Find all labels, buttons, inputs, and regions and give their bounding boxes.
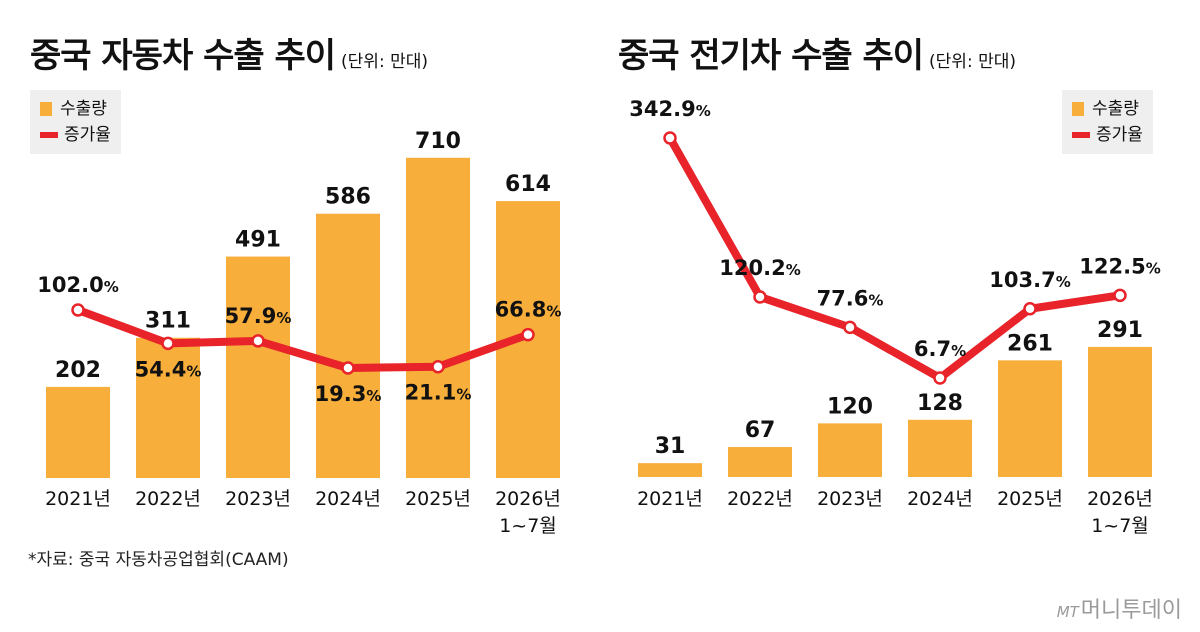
growth-label: 102.0% — [37, 273, 118, 297]
x-tick-label: 2023년 — [817, 488, 883, 510]
growth-label: 66.8% — [495, 298, 562, 322]
growth-label: 120.2% — [719, 256, 800, 280]
legend-line-label: 증가율 — [1096, 125, 1143, 145]
growth-label: 6.7% — [914, 337, 966, 361]
legend-bar-swatch — [1072, 102, 1084, 116]
bar — [406, 157, 470, 479]
line-point — [1023, 302, 1037, 316]
logo-name: 머니투데이 — [1080, 598, 1182, 623]
legend-line-label: 증가율 — [64, 125, 111, 145]
x-tick-label: 2021년 — [637, 488, 703, 510]
line-point — [341, 361, 355, 375]
legend-right: 수출량 증가율 — [1062, 90, 1153, 154]
line-point — [1113, 288, 1127, 303]
legend-line-swatch — [1072, 132, 1090, 138]
bar-value-label: 491 — [235, 228, 281, 253]
x-tick-label: 2022년 — [727, 488, 793, 510]
bar-value-label: 120 — [827, 394, 873, 419]
legend-bar-label: 수출량 — [1092, 99, 1139, 119]
growth-label: 21.1% — [405, 381, 472, 405]
bar-value-label: 128 — [917, 391, 963, 416]
line-point — [843, 320, 857, 335]
x-tick-label: 2022년 — [135, 488, 201, 510]
source-note: *자료: 중국 자동차공업협회(CAAM) — [28, 550, 289, 570]
x-tick-label: 2024년 — [315, 488, 381, 510]
unit-label: (단위: 만대) — [341, 52, 428, 72]
chart-title-right: 중국 전기차 수출 추이 (단위: 만대) — [618, 28, 1016, 77]
bar-value-label: 311 — [145, 309, 191, 334]
bar — [818, 423, 882, 477]
bar-value-label: 710 — [415, 129, 461, 154]
chart-title-left: 중국 자동차 수출 추이 (단위: 만대) — [30, 28, 428, 77]
line-point — [753, 290, 767, 304]
publisher-logo: MT머니투데이 — [1057, 592, 1182, 624]
x-tick-label: 1~7월 — [1091, 515, 1149, 537]
growth-label: 342.9% — [629, 97, 710, 121]
legend-item-line: 증가율 — [40, 122, 111, 148]
growth-line — [666, 134, 1124, 382]
growth-label: 54.4% — [135, 357, 202, 381]
x-tick-label: 2025년 — [997, 488, 1063, 510]
growth-line — [74, 306, 532, 372]
x-tick-label: 2025년 — [405, 488, 471, 510]
bar — [136, 337, 200, 478]
bar — [998, 360, 1062, 477]
x-tick-label: 2023년 — [225, 488, 291, 510]
line-point — [71, 303, 85, 317]
line-point — [431, 359, 445, 374]
x-tick-label: 1~7월 — [499, 515, 557, 537]
line-point — [251, 334, 265, 348]
bar — [316, 213, 380, 479]
x-tick-label: 2021년 — [45, 488, 111, 510]
growth-label: 19.3% — [315, 382, 382, 406]
legend-item-bar: 수출량 — [40, 96, 111, 122]
bar — [728, 447, 792, 477]
bar-value-label: 31 — [655, 434, 686, 459]
legend-item-bar: 수출량 — [1072, 96, 1143, 122]
growth-label: 103.7% — [989, 268, 1070, 292]
bar-value-label: 614 — [505, 172, 551, 197]
title-text: 중국 자동차 수출 추이 — [30, 36, 336, 76]
growth-label: 77.6% — [817, 286, 884, 310]
legend-line-swatch — [40, 132, 58, 138]
bar — [226, 256, 290, 478]
x-tick-label: 2024년 — [907, 488, 973, 510]
legend-item-line: 증가율 — [1072, 122, 1143, 148]
line-point — [933, 371, 947, 385]
growth-label: 57.9% — [225, 304, 292, 328]
line-point — [521, 327, 535, 342]
bar-value-label: 291 — [1097, 318, 1143, 343]
bar — [1088, 346, 1152, 477]
legend-bar-swatch — [40, 102, 52, 116]
x-tick-label: 2026년 — [495, 488, 561, 510]
legend-left: 수출량 증가율 — [30, 90, 121, 154]
title-text: 중국 전기차 수출 추이 — [618, 36, 924, 76]
bar-value-label: 202 — [55, 358, 101, 383]
bar-value-label: 586 — [325, 185, 371, 210]
line-point — [663, 131, 677, 145]
bar — [638, 463, 702, 477]
bar — [908, 419, 972, 477]
line-point — [161, 336, 175, 351]
unit-label: (단위: 만대) — [929, 52, 1016, 72]
bar — [46, 386, 110, 478]
bar-value-label: 67 — [745, 418, 776, 443]
legend-bar-label: 수출량 — [60, 99, 107, 119]
bar-value-label: 261 — [1007, 331, 1053, 356]
growth-label: 122.5% — [1079, 254, 1160, 278]
x-tick-label: 2026년 — [1087, 488, 1153, 510]
logo-prefix: MT — [1056, 603, 1079, 621]
